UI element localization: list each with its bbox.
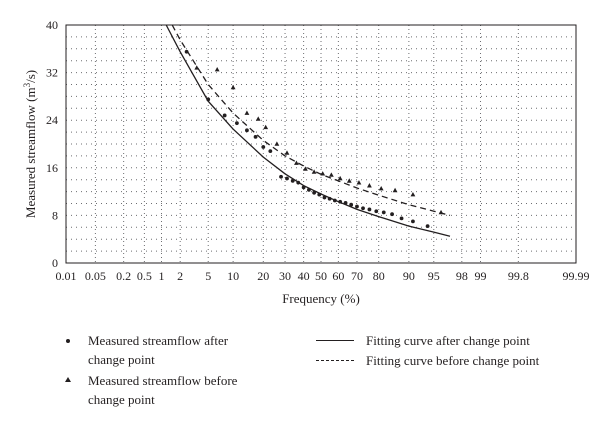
point-before-change	[346, 178, 352, 183]
y-tick-label: 8	[52, 208, 58, 222]
y-tick-label: 24	[46, 113, 58, 127]
point-before-change	[410, 191, 416, 197]
point-after-change	[374, 209, 379, 214]
point-after-change	[261, 145, 266, 149]
point-after-change	[245, 128, 249, 133]
point-before-change	[244, 110, 250, 115]
point-before-change	[230, 84, 236, 90]
y-tick-label: 16	[46, 161, 58, 175]
x-tick-label: 50	[315, 269, 327, 283]
x-tick-label: 20	[257, 269, 269, 283]
point-after-change	[425, 224, 430, 229]
point-after-change	[285, 176, 289, 181]
triangle-marker-icon	[65, 377, 71, 382]
x-tick-label: 0.5	[137, 269, 152, 283]
fitting-curve-after	[165, 24, 451, 237]
solid-line-icon	[316, 340, 354, 341]
x-tick-label: 1	[158, 269, 164, 283]
y-tick-label: 0	[52, 256, 58, 270]
point-before-change	[214, 67, 220, 72]
x-tick-label: 0.2	[116, 269, 131, 283]
dashed-line-icon	[316, 360, 354, 361]
legend-label-before-curve: Fitting curve before change point	[366, 353, 540, 368]
point-before-change	[367, 183, 372, 188]
x-tick-label: 99	[475, 269, 487, 283]
x-tick-label: 30	[279, 269, 291, 283]
series-layer	[165, 24, 451, 237]
point-after-change	[381, 210, 386, 215]
point-after-change	[355, 204, 359, 209]
point-after-change	[222, 113, 227, 118]
point-after-change	[253, 134, 258, 139]
legend-label-after-points: Measured streamflow after change point	[88, 333, 229, 367]
point-before-change	[284, 150, 290, 155]
point-after-change	[361, 206, 365, 211]
point-before-change	[378, 186, 384, 191]
x-tick-label: 5	[205, 269, 211, 283]
point-before-change	[263, 124, 269, 130]
legend-label-after-curve: Fitting curve after change point	[366, 333, 530, 348]
point-before-change	[328, 172, 334, 177]
x-tick-label: 70	[351, 269, 363, 283]
x-tick-label: 99.99	[563, 269, 590, 283]
point-after-change	[349, 202, 354, 207]
x-tick-label: 0.05	[85, 269, 106, 283]
x-tick-label: 90	[403, 269, 415, 283]
grid	[66, 25, 576, 263]
point-after-change	[279, 174, 283, 179]
x-tick-label: 0.01	[56, 269, 77, 283]
x-tick-label: 98	[456, 269, 468, 283]
x-tick-label: 60	[332, 269, 344, 283]
point-before-change	[311, 169, 317, 174]
point-after-change	[399, 216, 404, 221]
x-tick-label: 99.8	[508, 269, 529, 283]
x-tick-label: 80	[373, 269, 385, 283]
point-before-change	[392, 187, 398, 193]
point-before-change	[337, 175, 343, 181]
x-tick-label: 40	[298, 269, 310, 283]
point-before-change	[302, 166, 308, 171]
y-tick-label: 32	[46, 66, 58, 80]
y-tick-label: 40	[46, 18, 58, 32]
point-before-change	[294, 160, 299, 165]
dot-marker-icon	[66, 339, 70, 343]
x-tick-label: 95	[428, 269, 440, 283]
fitting-curve-before	[171, 24, 451, 217]
point-before-change	[274, 141, 280, 146]
point-after-change	[390, 212, 394, 217]
point-after-change	[235, 121, 239, 126]
point-before-change	[356, 180, 362, 185]
x-tick-label: 10	[227, 269, 239, 283]
point-before-change	[255, 116, 261, 121]
point-after-change	[411, 219, 415, 224]
x-tick-label: 2	[177, 269, 183, 283]
point-after-change	[268, 149, 273, 154]
tick-labels: 0.01 0.05 0.2 0.5 1 2 5 10 20 30 40 50 60 70 80 90 95 98 9…	[46, 18, 590, 283]
x-axis-title: Frequency (%)	[282, 291, 360, 306]
legend-label-before-points: Measured streamflow before change point	[88, 373, 238, 407]
point-after-change	[367, 207, 372, 212]
y-axis-title: Measured streamflow (m3/s)	[22, 70, 38, 218]
plot-frame	[65, 24, 577, 264]
